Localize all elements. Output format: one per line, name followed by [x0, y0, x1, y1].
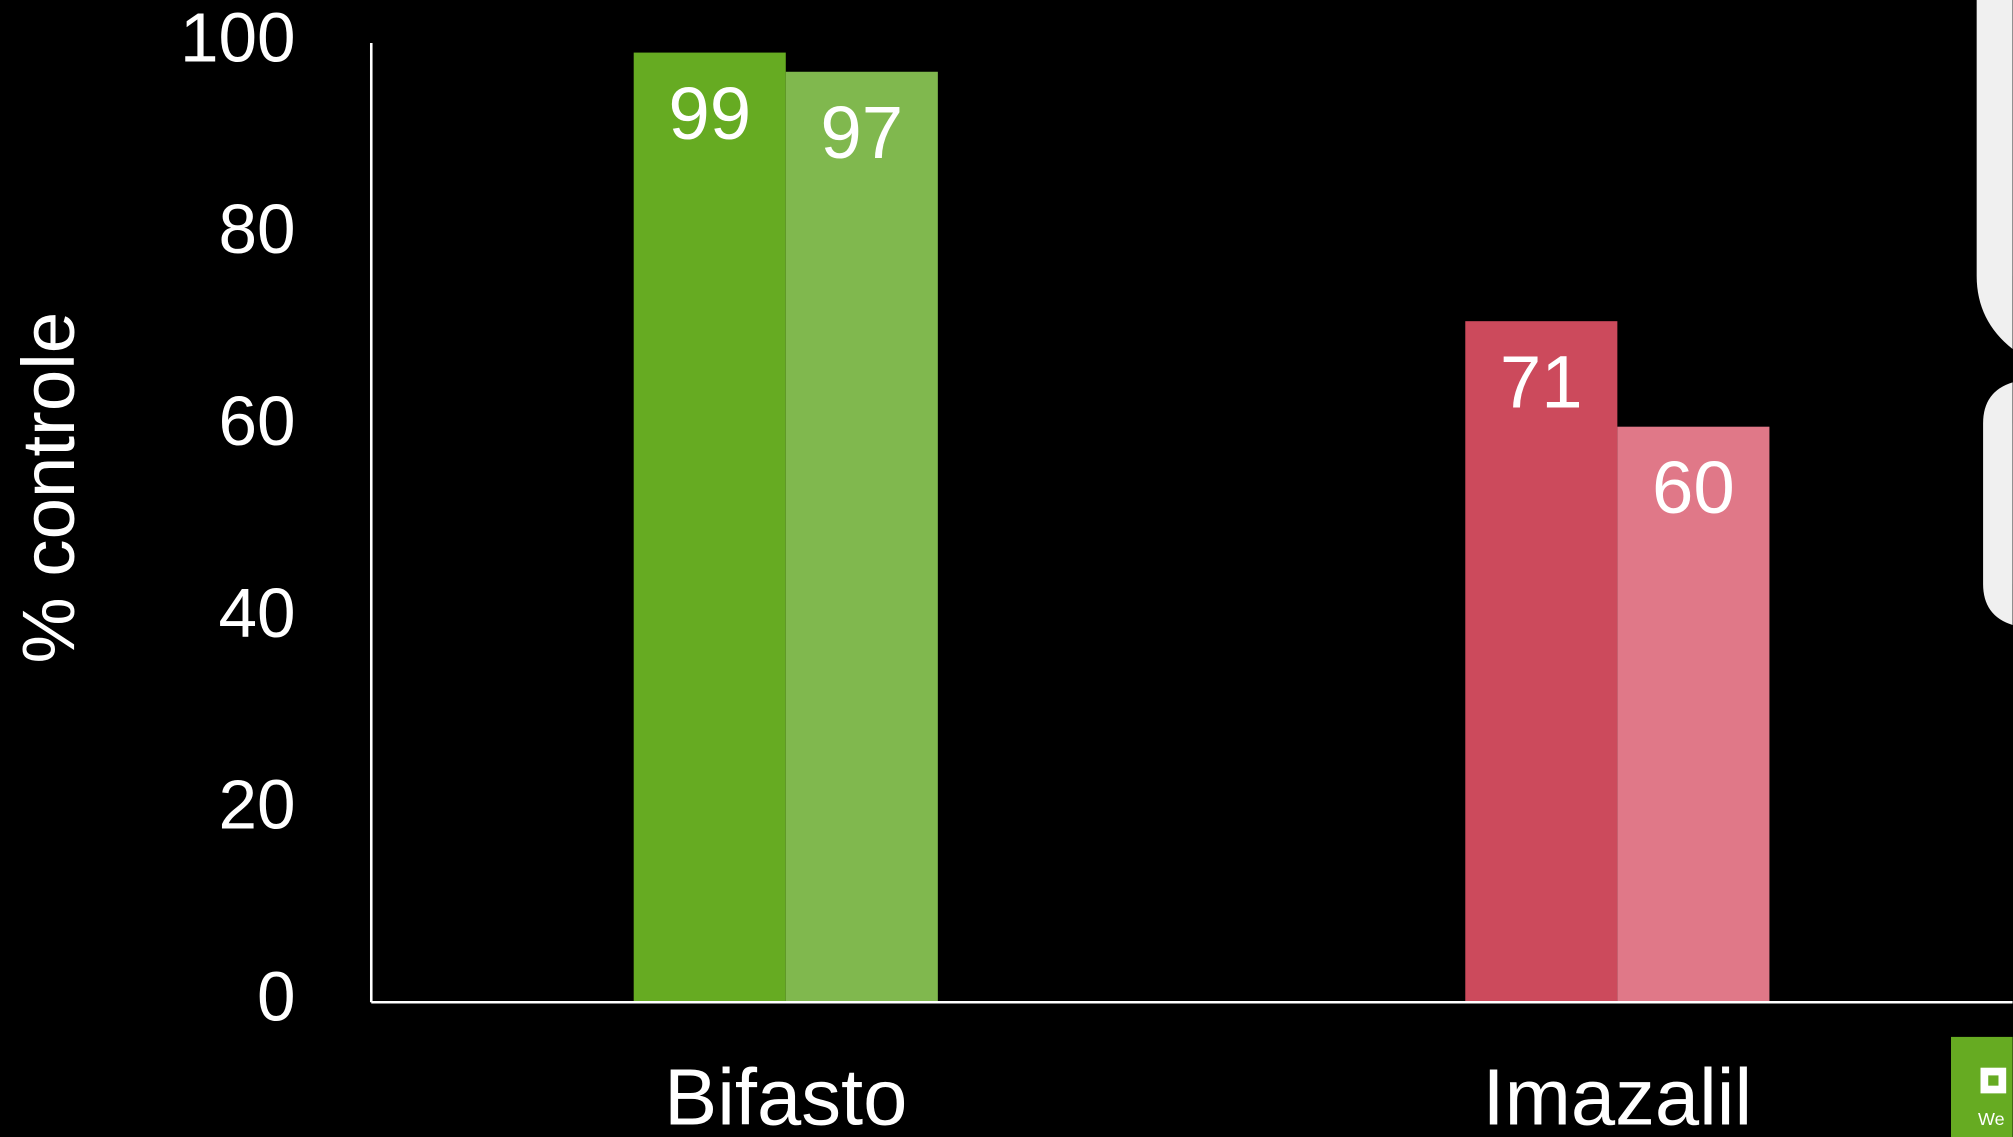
side-panel-middle	[1983, 382, 2013, 625]
bar	[1617, 426, 1770, 1003]
data-label: 97	[820, 91, 903, 174]
y-axis-label: % controle	[7, 312, 90, 664]
bar	[785, 71, 938, 1003]
x-tick-label: Imazalil	[1483, 1053, 1753, 1137]
y-tick-label: 80	[218, 190, 295, 268]
y-tick-label: 100	[180, 0, 296, 76]
bar	[633, 52, 786, 1003]
badge-text: We	[1978, 1109, 2005, 1129]
y-tick-label: 40	[218, 574, 295, 652]
data-label: 71	[1500, 341, 1583, 424]
data-label: 99	[668, 72, 751, 155]
badge-icon-inner	[1988, 1075, 1999, 1086]
y-tick-label: 0	[257, 958, 296, 1036]
data-label: 60	[1652, 446, 1735, 529]
side-panel-top	[1976, 0, 2013, 350]
y-tick-label: 20	[218, 766, 295, 844]
x-tick-label: Bifasto	[664, 1053, 907, 1137]
y-tick-label: 60	[218, 382, 295, 460]
bar	[1465, 321, 1618, 1003]
